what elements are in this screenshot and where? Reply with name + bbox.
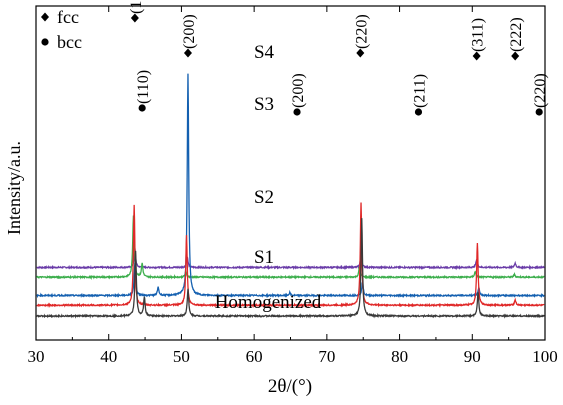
series-label-s3: S3 <box>254 94 274 115</box>
series-line-s4 <box>36 248 545 271</box>
peak-annotations: (111) (200) (220) (311) (222) (110) (200) (211)… <box>128 0 549 116</box>
plot-border <box>35 5 546 341</box>
peak-index-label: (222) <box>508 17 525 52</box>
peak-index-label: (220) <box>532 73 549 108</box>
peak-index-label: (110) <box>135 70 152 104</box>
series-line-s2 <box>36 73 545 299</box>
bcc-peak-marker <box>535 108 543 116</box>
peak-index-label: (211) <box>411 74 428 108</box>
x-tick-label: 100 <box>532 347 558 366</box>
fcc-peak-marker <box>511 51 520 61</box>
series-line-s1 <box>36 202 545 309</box>
x-axis-ticks: 30 40 50 60 70 80 90 100 <box>28 6 558 366</box>
x-tick-label: 90 <box>464 347 481 366</box>
bcc-peak-marker <box>138 104 146 112</box>
series-line-s3 <box>36 215 545 281</box>
x-tick-label: 40 <box>100 347 117 366</box>
legend-fcc-marker <box>41 12 49 22</box>
plot-frame <box>35 5 546 341</box>
series-label-s1: S1 <box>254 247 274 268</box>
x-axis-label: 2θ/(°) <box>268 376 312 397</box>
x-tick-label: 50 <box>173 347 190 366</box>
fcc-peak-marker <box>472 51 481 61</box>
series-layer <box>36 73 545 319</box>
fcc-peak-marker <box>183 48 192 58</box>
peak-index-label: (220) <box>353 14 370 49</box>
series-labels: S4 S3 S2 S1 Homogenized <box>215 42 322 313</box>
x-tick-label: 30 <box>28 347 45 366</box>
legend: fcc bcc <box>41 7 82 52</box>
legend-label-fcc: fcc <box>57 7 79 27</box>
bcc-peak-marker <box>414 108 423 116</box>
legend-label-bcc: bcc <box>57 32 82 52</box>
peak-index-label: (200) <box>290 73 307 108</box>
legend-bcc-marker <box>41 38 49 46</box>
series-label-s4: S4 <box>254 42 275 63</box>
series-label-s2: S2 <box>254 187 274 208</box>
fcc-peak-marker <box>130 13 139 23</box>
peak-index-label: (200) <box>181 14 198 49</box>
bcc-peak-marker <box>293 108 301 116</box>
x-tick-label: 60 <box>246 347 263 366</box>
fcc-peak-marker <box>356 48 365 58</box>
y-axis-label: Intensity/a.u. <box>4 141 24 235</box>
peak-index-label: (311) <box>470 18 487 52</box>
series-label-homogenized: Homogenized <box>215 292 322 313</box>
peak-index-label: (111) <box>128 0 145 14</box>
x-tick-label: 70 <box>318 347 335 366</box>
series-line-homogenized <box>36 218 545 319</box>
x-tick-label: 80 <box>391 347 408 366</box>
